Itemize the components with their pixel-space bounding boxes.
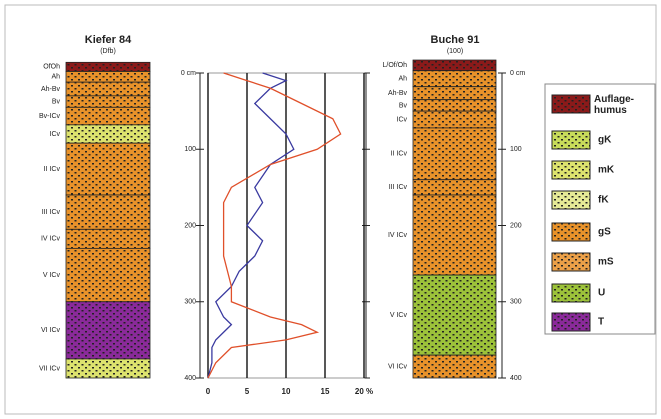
horizon-texture xyxy=(66,95,150,108)
depth-tick-label: 200 xyxy=(510,222,522,229)
depth-tick-label: 300 xyxy=(184,299,196,306)
horizon-texture xyxy=(66,107,150,125)
horizon-label: V ICv xyxy=(43,272,61,279)
horizon-label: VI ICv xyxy=(388,363,408,370)
legend-label: T xyxy=(598,317,604,328)
profile-subtitle: (Dfb) xyxy=(100,48,116,55)
horizon-label: Bv xyxy=(399,102,408,109)
legend-texture xyxy=(552,313,590,331)
horizon-label: IV ICv xyxy=(388,232,408,239)
x-tick-label: 20 % xyxy=(355,387,373,396)
legend-texture xyxy=(552,284,590,302)
legend-label: mS xyxy=(598,257,614,268)
horizon-label: ICv xyxy=(397,116,408,123)
horizon-texture xyxy=(413,111,496,128)
legend-texture xyxy=(552,191,590,209)
legend-texture xyxy=(552,161,590,179)
horizon-texture xyxy=(66,82,150,96)
horizon-label: V ICv xyxy=(390,312,408,319)
horizon-texture xyxy=(413,355,496,378)
horizon-label: Ah xyxy=(398,76,407,83)
horizon-texture xyxy=(66,62,150,72)
legend-label: gS xyxy=(598,227,611,238)
horizon-texture xyxy=(413,86,496,100)
legend-label: gK xyxy=(598,135,612,146)
legend-texture xyxy=(552,253,590,271)
horizon-label: III ICv xyxy=(389,184,408,191)
horizon-texture xyxy=(413,275,496,356)
horizon-label: L/Of/Oh xyxy=(382,62,407,69)
horizon-texture xyxy=(66,229,150,249)
depth-tick-label: 300 xyxy=(510,299,522,306)
data-line xyxy=(207,72,342,379)
horizon-label: Bv xyxy=(52,98,61,105)
depth-tick-label: 0 cm xyxy=(181,70,196,77)
legend-label: fK xyxy=(598,195,609,206)
horizon-label: III ICv xyxy=(42,209,61,216)
horizon-label: Bv-ICv xyxy=(39,113,61,120)
legend-label: mK xyxy=(598,165,615,176)
legend-label: U xyxy=(598,288,605,299)
horizon-label: IV ICv xyxy=(41,236,61,243)
horizon-texture xyxy=(66,358,150,378)
depth-tick-label: 400 xyxy=(510,375,522,382)
horizon-label: II ICv xyxy=(44,166,61,173)
horizon-label: VII ICv xyxy=(39,365,61,372)
depth-tick-label: 0 cm xyxy=(510,70,525,77)
horizon-label: VI ICv xyxy=(41,327,61,334)
data-line xyxy=(207,72,295,379)
x-tick-label: 0 xyxy=(206,387,211,396)
x-tick-label: 5 xyxy=(245,387,250,396)
horizon-texture xyxy=(66,124,150,144)
legend-texture xyxy=(552,95,590,113)
horizon-texture xyxy=(413,99,496,112)
horizon-texture xyxy=(413,70,496,87)
legend-texture xyxy=(552,131,590,149)
horizon-label: OfOh xyxy=(43,64,60,71)
horizon-label: Ah-Bv xyxy=(41,86,61,93)
depth-tick-label: 200 xyxy=(184,222,196,229)
profile-title: Buche 91 xyxy=(431,34,480,46)
legend-label: Auflage-humus xyxy=(594,94,634,116)
horizon-texture xyxy=(66,71,150,83)
depth-tick-label: 400 xyxy=(184,375,196,382)
horizon-texture xyxy=(66,248,150,302)
horizon-texture xyxy=(413,127,496,180)
horizon-texture xyxy=(66,195,150,230)
horizon-texture xyxy=(66,143,150,195)
horizon-label: Ah xyxy=(51,74,60,81)
horizon-texture xyxy=(66,301,150,359)
profile-title: Kiefer 84 xyxy=(85,34,132,46)
horizon-texture xyxy=(413,60,496,71)
horizon-texture xyxy=(413,179,496,195)
x-tick-label: 10 xyxy=(282,387,291,396)
horizon-texture xyxy=(413,195,496,276)
x-tick-label: 15 xyxy=(321,387,330,396)
depth-tick-label: 100 xyxy=(510,146,522,153)
horizon-label: ICv xyxy=(50,131,61,138)
legend-texture xyxy=(552,223,590,241)
horizon-label: II ICv xyxy=(391,151,408,158)
horizon-label: Ah-Bv xyxy=(388,90,408,97)
profile-subtitle: (100) xyxy=(447,48,463,55)
depth-tick-label: 100 xyxy=(184,146,196,153)
